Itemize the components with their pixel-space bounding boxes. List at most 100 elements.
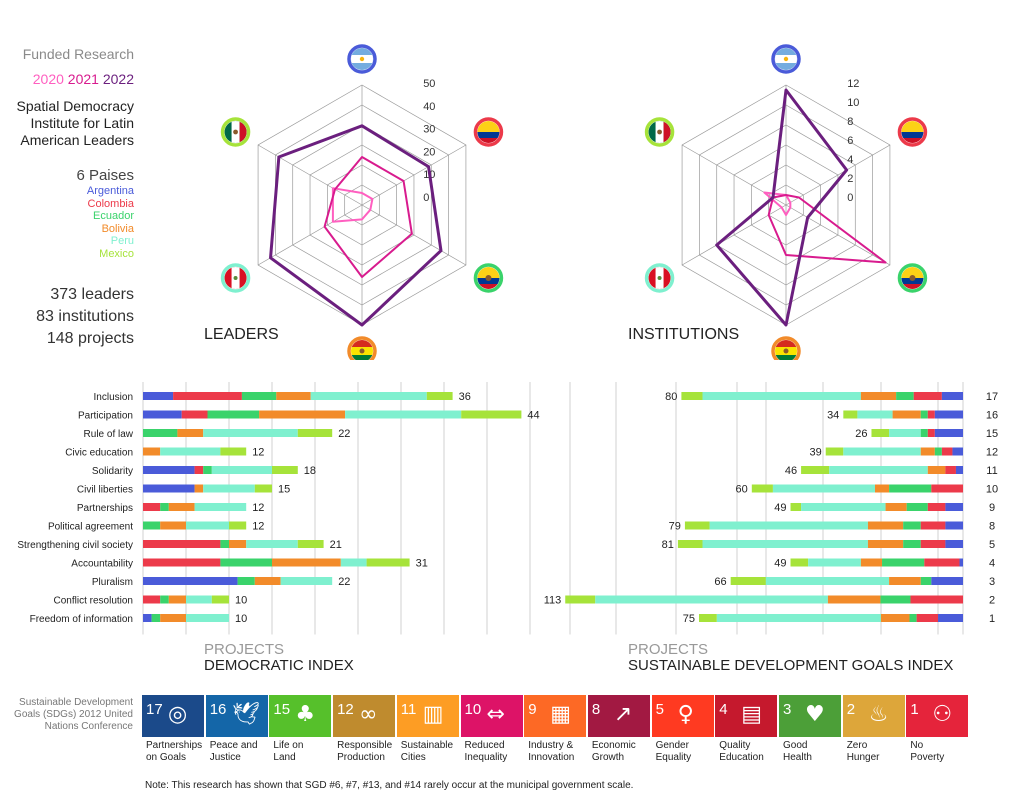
sdg-tile-caption: Partnerships on Goals [146,740,202,764]
bar-segment-mexico [220,447,247,456]
bar-segment-peru [829,466,928,474]
sdg-tile-16: 16 🕊 [205,695,268,737]
bar-segment-argentina [934,429,963,437]
bar-segment-ecuador [906,503,928,511]
bar-row-label: Political agreement [48,522,133,533]
sdg-caption-line: Life on [273,740,304,751]
bar-segment-peru [203,429,298,437]
radar-grid [681,84,891,326]
legend-ecuador: Ecuador [93,210,134,223]
bar-segment-colombia [143,558,221,567]
bar-segment-bolivia [920,447,935,456]
bar-segment-ecuador [143,521,161,530]
bar-segment-peru [246,540,298,548]
bar-value-label: 31 [416,558,428,570]
sdg-tile-number: 11 [400,701,417,718]
bar-row: Rule of law 22 [84,428,351,440]
bar-row-label: 11 [986,465,997,477]
bar-row: Partnerships 12 [77,502,265,514]
sdg-index-bar-chart: 1780163415261239114610609498795814493662… [544,382,998,635]
bar-value-label: 60 [736,484,748,496]
bar-value-label: 15 [278,484,290,496]
sdg-caption-line: Industry & [528,740,574,751]
bar-segment-colombia [927,503,946,511]
bar-segment-colombia [143,595,161,604]
bar-segment-ecuador [237,577,255,585]
org-line: Institute for Latin [30,115,134,131]
bar-segment-colombia [931,484,963,493]
bar-row: Conflict resolution 10 [54,595,248,607]
sdg-tile-caption: Gender Equality [656,740,692,764]
bar-segment-peru [203,484,255,493]
sdg-goal-icon: ⇔ [486,702,505,727]
sdg-caption: Sustainable Development Goals (SDGs) 201… [0,697,133,733]
radar-tick-label: 0 [847,192,853,204]
radar-tick-label: 8 [847,116,853,128]
bar-segment-ecuador [909,614,917,622]
flag-mexico-icon [220,117,251,147]
bar-segment-bolivia [259,410,346,419]
bar-segment-mexico [751,484,773,493]
sdg-caption-line: Sustainable Development [19,697,133,708]
bar-segment-peru [345,410,462,419]
bar-row-label: Solidarity [92,466,133,477]
bar-segment-argentina [931,577,963,585]
bar-row: 5 81 [662,539,995,551]
bar-row: 1 75 [683,613,995,625]
bar-segment-colombia [143,540,221,548]
bar-row: Accountability 31 [71,558,428,570]
bar-segment-colombia [941,447,953,456]
sdg-caption-line: Equality [655,752,692,763]
legend-bolivia: Bolivia [101,222,134,235]
radar-tick-label: 10 [847,97,859,109]
sdg-caption-line: Economic [591,740,636,751]
bar-segment-colombia [194,466,204,474]
sdg-tile-caption: Good Health [783,740,812,764]
bar-segment-mexico [681,392,703,400]
sdg-tile-17: 17 ◎ [142,695,204,737]
bar-value-label: 113 [544,595,562,607]
bar-segment-ecuador [220,558,272,567]
bar-segment-bolivia [892,410,921,419]
sdg-tile-9: 9 ▦ [524,695,587,737]
flag-ecuador-icon [473,263,504,293]
bar-segment-colombia [173,392,242,400]
bar-segment-bolivia [143,447,161,456]
bar-segment-mexico [801,466,830,474]
sdg-caption-line: Zero [846,740,868,751]
sdg-caption-line: Hunger [846,752,880,763]
bar-segment-argentina [143,410,182,419]
bar-segment-colombia [945,466,956,474]
democratic-index-label: DEMOCRATIC INDEX [204,657,354,674]
bar-row: Pluralism 22 [92,576,351,588]
sdg-caption-line: No [910,740,924,751]
radar-ticks: 12 10 8 6 4 2 0 [847,78,859,204]
sdg-tile-8: 8 ↗ [587,695,650,737]
radar-tick-label: 0 [423,192,429,204]
bar-segment-mexico [366,558,410,567]
radar-tick-label: 12 [847,78,859,90]
sdg-goal-icon: ♣ [295,702,316,727]
bar-segment-mexico [790,558,809,567]
bar-segment-mexico [297,429,333,437]
bar-segment-argentina [143,484,195,493]
sdg-tile-number: 5 [655,701,664,718]
bar-segment-mexico [565,595,596,604]
bar-row-label: 16 [986,410,998,422]
bar-row-label: 17 [986,391,998,403]
bar-segment-argentina [143,392,174,400]
bar-segment-mexico [677,540,703,548]
sdg-tile-1: 1 ⚇ [906,695,969,737]
bar-segment-mexico [684,521,710,530]
sdg-tile-number: 15 [273,701,291,718]
bar-segment-peru [857,410,893,419]
stats: 373 leaders 83 institutions 148 projects [36,284,134,350]
legend-colombia: Colombia [87,197,134,210]
flag-peru-icon [220,263,251,293]
bar-row-label: 12 [986,447,998,459]
bar-value-label: 79 [669,521,681,533]
sdg-tile-caption: Reduced Inequality [465,740,508,764]
